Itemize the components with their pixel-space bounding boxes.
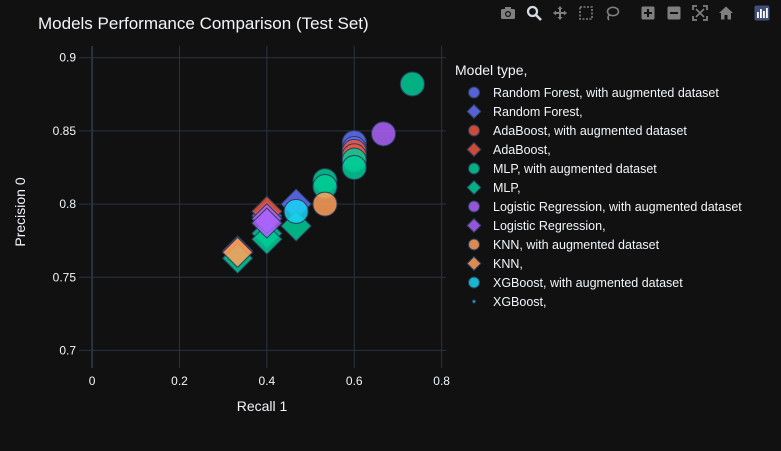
legend-marker[interactable] bbox=[468, 124, 480, 137]
diamond-marker-icon bbox=[466, 141, 482, 158]
circle-marker-icon bbox=[468, 86, 480, 99]
legend-item[interactable]: MLP, with augmented dataset bbox=[455, 159, 742, 178]
zoom-out-button[interactable] bbox=[661, 3, 687, 23]
pan-icon bbox=[553, 6, 567, 20]
zoom-in-button[interactable] bbox=[635, 3, 661, 23]
legend-label: XGBoost, bbox=[493, 294, 547, 309]
y-tick-label: 0.8 bbox=[59, 197, 76, 211]
legend-marker[interactable] bbox=[468, 276, 480, 289]
data-point[interactable] bbox=[399, 71, 425, 97]
camera-icon bbox=[501, 7, 515, 19]
axis-titles: Recall 1 Precision 0 bbox=[12, 177, 287, 414]
box-select-icon bbox=[579, 6, 593, 20]
zoom-icon bbox=[526, 5, 542, 21]
legend-item[interactable]: Logistic Regression, with augmented data… bbox=[455, 197, 742, 216]
circle-marker-icon bbox=[468, 124, 480, 137]
legend-label: Logistic Regression, bbox=[493, 218, 606, 233]
y-tick-label: 0.85 bbox=[53, 124, 77, 138]
legend-label: Random Forest, bbox=[493, 104, 583, 119]
data-point[interactable] bbox=[371, 121, 397, 147]
legend-marker[interactable] bbox=[466, 141, 482, 158]
legend-marker[interactable] bbox=[472, 299, 476, 304]
legend-label: MLP, bbox=[493, 180, 521, 195]
autoscale-icon bbox=[692, 5, 708, 21]
data-point[interactable] bbox=[221, 236, 254, 269]
legend-marker[interactable] bbox=[468, 86, 480, 99]
data-point[interactable] bbox=[341, 154, 367, 180]
legend-item[interactable]: MLP, bbox=[455, 178, 742, 197]
reset-axes-button[interactable] bbox=[713, 3, 739, 23]
data-points[interactable] bbox=[221, 71, 425, 274]
legend-label: AdaBoost, with augmented dataset bbox=[493, 123, 687, 138]
legend-label: AdaBoost, bbox=[493, 142, 551, 157]
data-point[interactable] bbox=[251, 223, 283, 255]
legend-label: KNN, bbox=[493, 256, 523, 271]
legend-label: MLP, with augmented dataset bbox=[493, 161, 657, 176]
legend-item[interactable]: XGBoost, with augmented dataset bbox=[455, 273, 742, 292]
camera-button[interactable] bbox=[495, 3, 521, 23]
legend-label: Random Forest, with augmented dataset bbox=[493, 85, 719, 100]
legend-marker[interactable] bbox=[466, 179, 482, 196]
zoom-out-icon bbox=[667, 6, 681, 20]
legend-marker[interactable] bbox=[466, 103, 482, 120]
x-axis-title: Recall 1 bbox=[237, 398, 288, 414]
y-tick-label: 0.75 bbox=[53, 270, 77, 284]
circle-marker-icon bbox=[468, 162, 480, 175]
y-axis-title: Precision 0 bbox=[12, 177, 28, 246]
legend-title: Model type, bbox=[455, 62, 528, 78]
legend-item[interactable]: KNN, with augmented dataset bbox=[455, 235, 742, 254]
box-select-button[interactable] bbox=[573, 3, 599, 23]
circle-marker-icon bbox=[468, 238, 480, 251]
legend-item[interactable]: Random Forest, bbox=[455, 102, 742, 121]
axes: 0 0.2 0.4 0.6 0.8 0.7 0.75 0.8 0.85 0.9 bbox=[53, 51, 451, 388]
diamond-marker-icon bbox=[466, 179, 482, 196]
zoom-in-icon bbox=[641, 6, 655, 20]
legend-item[interactable]: XGBoost, bbox=[455, 292, 742, 311]
legend-item[interactable]: AdaBoost, bbox=[455, 140, 742, 159]
dot-marker-icon bbox=[472, 299, 476, 304]
legend-item[interactable]: AdaBoost, with augmented dataset bbox=[455, 121, 742, 140]
legend-label: Logistic Regression, with augmented data… bbox=[493, 199, 742, 214]
y-tick-label: 0.7 bbox=[59, 343, 76, 357]
legend-marker[interactable] bbox=[468, 162, 480, 175]
x-tick-label: 0 bbox=[89, 374, 96, 388]
reset-axes-icon bbox=[719, 6, 733, 20]
legend-items: Random Forest, with augmented dataset Ran… bbox=[455, 83, 742, 311]
legend-item[interactable]: Random Forest, with augmented dataset bbox=[455, 83, 742, 102]
legend-marker[interactable] bbox=[466, 255, 482, 272]
circle-marker-icon bbox=[468, 276, 480, 289]
x-tick-label: 0.4 bbox=[259, 374, 276, 388]
diamond-marker-icon bbox=[466, 255, 482, 272]
zoom-button[interactable] bbox=[521, 3, 547, 23]
plotly-logo-button[interactable] bbox=[749, 3, 775, 23]
legend-marker[interactable] bbox=[468, 238, 480, 251]
diamond-marker-icon bbox=[466, 103, 482, 120]
circle-marker-icon bbox=[468, 200, 480, 213]
data-point[interactable] bbox=[312, 191, 338, 217]
legend-label: XGBoost, with augmented dataset bbox=[493, 275, 683, 290]
lasso-select-icon bbox=[606, 6, 620, 21]
legend-marker[interactable] bbox=[468, 200, 480, 213]
legend-marker[interactable] bbox=[466, 217, 482, 234]
y-tick-label: 0.9 bbox=[59, 51, 76, 65]
legend-label: KNN, with augmented dataset bbox=[493, 237, 660, 252]
autoscale-button[interactable] bbox=[687, 3, 713, 23]
grid-lines bbox=[79, 46, 446, 368]
chart-title: Models Performance Comparison (Test Set) bbox=[38, 14, 369, 33]
data-point[interactable] bbox=[251, 207, 283, 239]
data-point[interactable] bbox=[283, 198, 309, 224]
x-tick-label: 0.8 bbox=[433, 374, 450, 388]
lasso-select-button[interactable] bbox=[599, 3, 625, 23]
diamond-marker-icon bbox=[466, 217, 482, 234]
pan-button[interactable] bbox=[547, 3, 573, 23]
plotly-logo-icon bbox=[754, 5, 770, 21]
x-tick-label: 0.2 bbox=[171, 374, 188, 388]
legend-item[interactable]: Logistic Regression, bbox=[455, 216, 742, 235]
modebar-toolbar bbox=[495, 3, 775, 23]
legend-item[interactable]: KNN, bbox=[455, 254, 742, 273]
legend: Model type, Random Forest, with augmente… bbox=[455, 62, 742, 311]
x-tick-label: 0.6 bbox=[346, 374, 363, 388]
